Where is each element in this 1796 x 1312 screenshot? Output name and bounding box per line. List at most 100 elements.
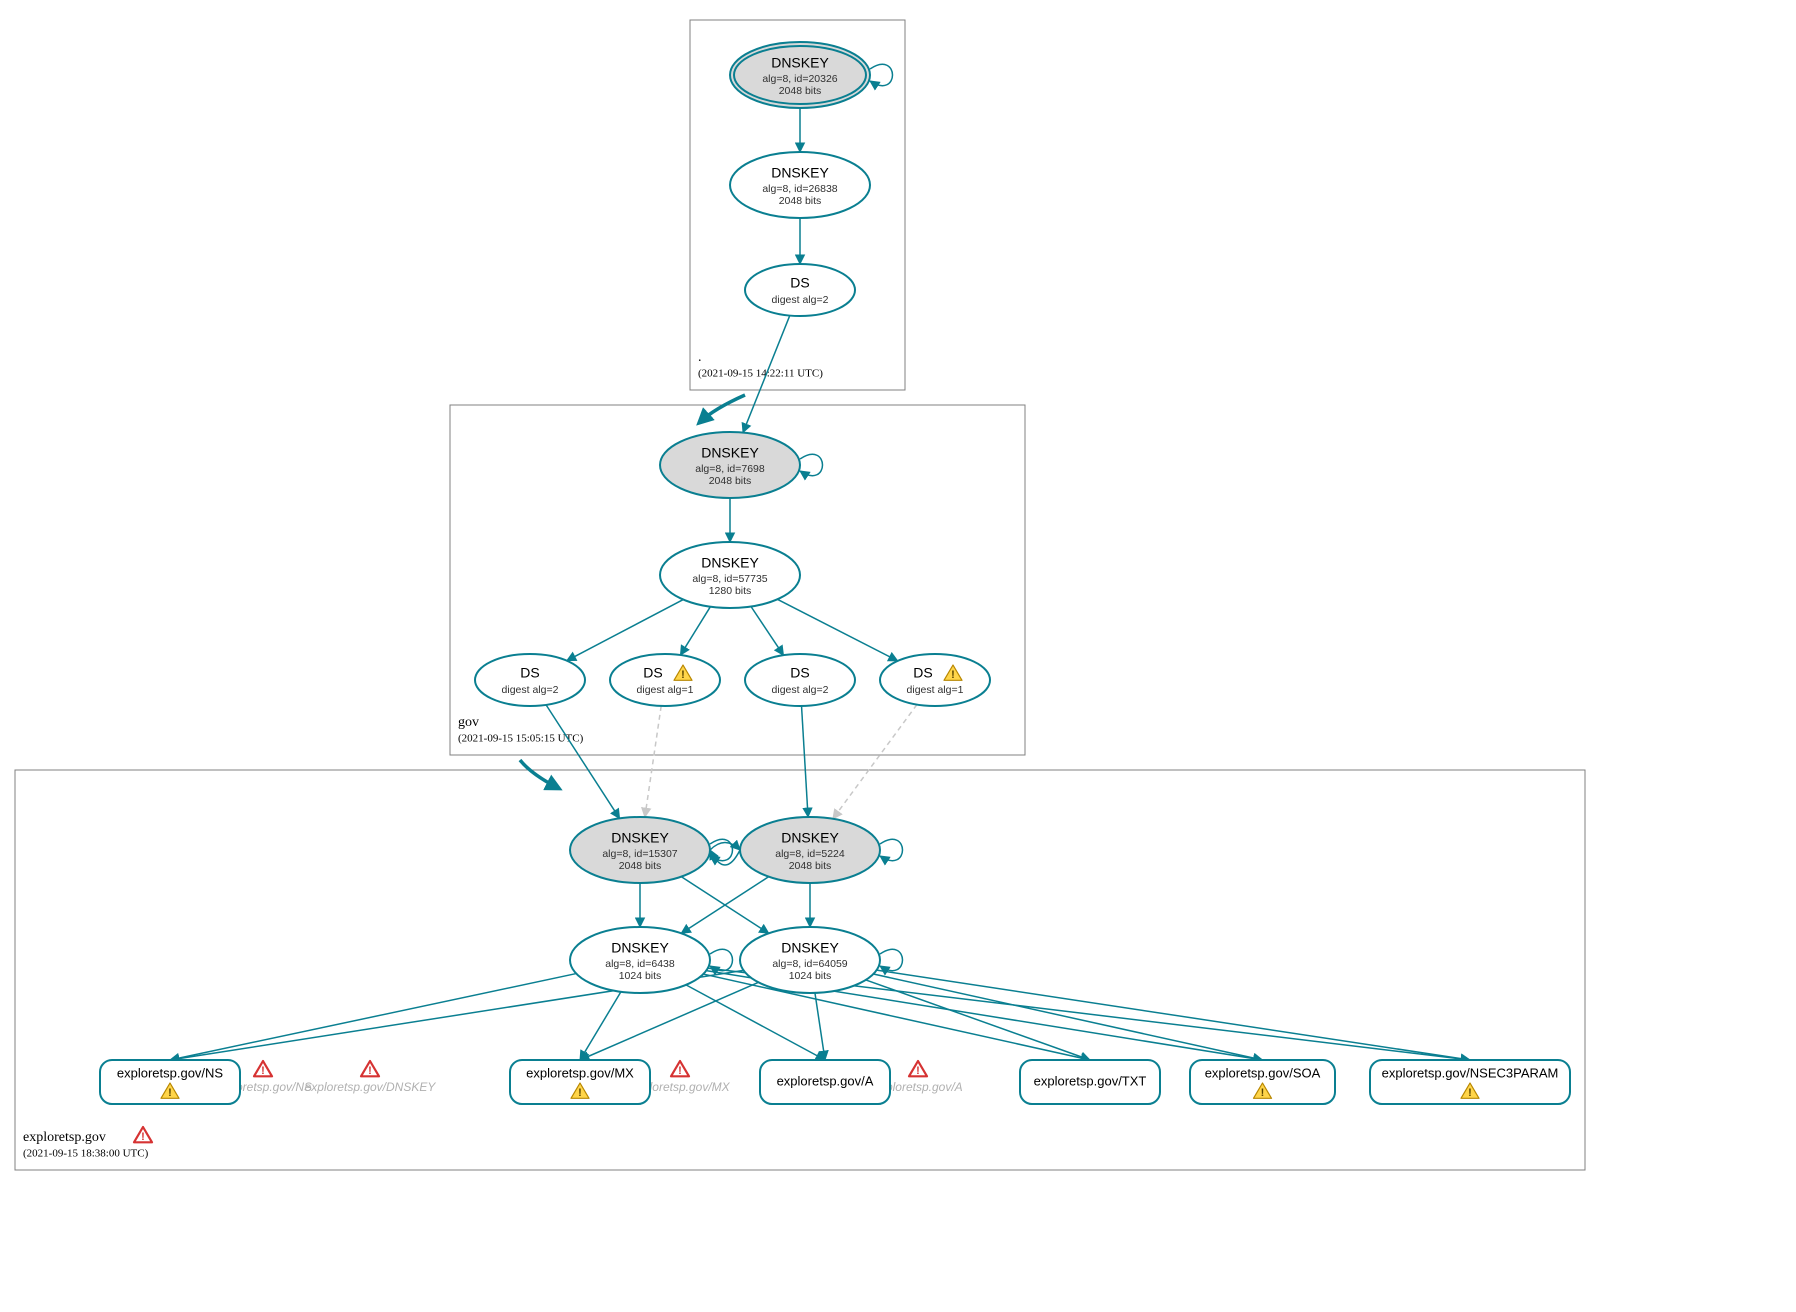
svg-text:DNSKEY: DNSKEY — [781, 830, 839, 846]
svg-text:DNSKEY: DNSKEY — [701, 445, 759, 461]
svg-text:DS: DS — [913, 665, 932, 681]
node-root_ds: DS digest alg=2 — [745, 264, 855, 316]
svg-text:digest alg=2: digest alg=2 — [772, 294, 829, 306]
node-gov_zsk: DNSKEYalg=8, id=577351280 bits — [660, 542, 800, 608]
svg-text:DNSKEY: DNSKEY — [611, 940, 669, 956]
svg-text:exploretsp.gov/NSEC3PARAM: exploretsp.gov/NSEC3PARAM — [1382, 1065, 1559, 1080]
svg-text:!: ! — [168, 1087, 172, 1099]
svg-text:!: ! — [681, 669, 685, 681]
node-gov_ds4: DS digest alg=1! — [880, 654, 990, 706]
svg-text:!: ! — [261, 1065, 265, 1077]
node-gov_ds1: DS digest alg=2 — [475, 654, 585, 706]
zone-delegation-arrow — [520, 760, 558, 788]
svg-text:DS: DS — [790, 665, 809, 681]
svg-text:DNSKEY: DNSKEY — [781, 940, 839, 956]
svg-text:!: ! — [951, 669, 955, 681]
node-etsp_zsk1: DNSKEY alg=8, id=64381024 bits — [570, 927, 733, 993]
svg-text:!: ! — [141, 1131, 145, 1143]
rrnode-rr_soa: exploretsp.gov/SOA! — [1190, 1060, 1335, 1104]
svg-text:2048 bits: 2048 bits — [779, 195, 822, 207]
svg-text:exploretsp.gov/MX: exploretsp.gov/MX — [526, 1065, 634, 1080]
svg-text:exploretsp.gov/SOA: exploretsp.gov/SOA — [1205, 1065, 1321, 1080]
svg-text:1280 bits: 1280 bits — [709, 585, 752, 597]
svg-text:!: ! — [678, 1065, 682, 1077]
node-etsp_zsk2: DNSKEY alg=8, id=640591024 bits — [740, 927, 903, 993]
svg-text:DS: DS — [643, 665, 662, 681]
node-root_ksk: DNSKEY alg=8, id=203262048 bits — [730, 42, 893, 108]
svg-text:alg=8, id=64059: alg=8, id=64059 — [772, 958, 847, 970]
edge-etsp_zsk2-rr_a — [815, 993, 825, 1060]
edge-etsp_zsk2-rr_soa — [873, 974, 1262, 1060]
svg-text:exploretsp.gov/TXT: exploretsp.gov/TXT — [1034, 1073, 1147, 1088]
svg-text:alg=8, id=20326: alg=8, id=20326 — [762, 73, 837, 85]
edge-gov_zsk-gov_ds2 — [680, 607, 710, 655]
svg-text:alg=8, id=7698: alg=8, id=7698 — [695, 463, 765, 475]
svg-text:DS: DS — [790, 275, 809, 291]
svg-text:1024 bits: 1024 bits — [619, 970, 662, 982]
error-icon: ! — [254, 1061, 272, 1077]
svg-text:!: ! — [368, 1065, 372, 1077]
node-etsp_ksk2: DNSKEY alg=8, id=52242048 bits — [740, 817, 903, 883]
svg-text:2048 bits: 2048 bits — [709, 475, 752, 487]
svg-text:!: ! — [1261, 1087, 1265, 1099]
node-gov_ksk: DNSKEY alg=8, id=76982048 bits — [660, 432, 823, 498]
svg-text:exploretsp.gov/DNSKEY: exploretsp.gov/DNSKEY — [305, 1080, 437, 1094]
edge-gov_ds1-etsp_ksk1 — [546, 705, 619, 819]
edge-etsp_zsk1-rr_txt — [703, 974, 1090, 1060]
error-icon: ! — [909, 1061, 927, 1077]
svg-text:.: . — [698, 350, 702, 365]
svg-text:DS: DS — [520, 665, 539, 681]
edge-gov_ds4-etsp_ksk2 — [833, 705, 917, 819]
rrnode-rr_txt: exploretsp.gov/TXT — [1020, 1060, 1160, 1104]
svg-text:!: ! — [578, 1087, 582, 1099]
svg-text:1024 bits: 1024 bits — [789, 970, 832, 982]
svg-text:alg=8, id=57735: alg=8, id=57735 — [692, 573, 767, 585]
error-icon: ! — [134, 1127, 152, 1143]
node-etsp_ksk1: DNSKEY alg=8, id=153072048 bits — [570, 817, 733, 883]
svg-text:alg=8, id=26838: alg=8, id=26838 — [762, 183, 837, 195]
zone-delegation-arrow — [700, 395, 745, 422]
rrnode-rr_ns: exploretsp.gov/NS! — [100, 1060, 240, 1104]
edge-etsp_zsk2-rr_mx — [580, 982, 759, 1060]
edge-gov_ds2-etsp_ksk1 — [645, 706, 661, 817]
node-root_zsk: DNSKEY alg=8, id=268382048 bits — [730, 152, 870, 218]
edge-etsp_ksk1-etsp_ksk2 — [710, 843, 740, 851]
svg-text:(2021-09-15 14:22:11 UTC): (2021-09-15 14:22:11 UTC) — [698, 368, 823, 380]
error-icon: ! — [361, 1061, 379, 1077]
svg-text:DNSKEY: DNSKEY — [611, 830, 669, 846]
svg-text:digest alg=1: digest alg=1 — [637, 684, 694, 696]
edge-gov_zsk-gov_ds4 — [777, 599, 897, 661]
svg-text:2048 bits: 2048 bits — [789, 860, 832, 872]
nodes-layer: DNSKEYalg=8, id=203262048 bitsDNSKEYalg=… — [475, 42, 990, 993]
svg-text:exploretsp.gov: exploretsp.gov — [23, 1130, 106, 1145]
edge-etsp_zsk1-rr_mx — [580, 992, 621, 1060]
svg-text:2048 bits: 2048 bits — [619, 860, 662, 872]
edge-etsp_ksk2-etsp_ksk1 — [710, 850, 740, 865]
node-gov_ds3: DS digest alg=2 — [745, 654, 855, 706]
svg-text:!: ! — [1468, 1087, 1472, 1099]
svg-text:digest alg=2: digest alg=2 — [502, 684, 559, 696]
edges-layer — [170, 108, 1470, 1060]
svg-text:gov: gov — [458, 715, 479, 730]
svg-text:digest alg=2: digest alg=2 — [772, 684, 829, 696]
edge-gov_zsk-gov_ds3 — [751, 606, 783, 655]
rrnode-rr_mx: exploretsp.gov/MX! — [510, 1060, 650, 1104]
rrnode-rr_a: exploretsp.gov/A — [760, 1060, 890, 1104]
rrnode-rr_nsec3param: exploretsp.gov/NSEC3PARAM! — [1370, 1060, 1570, 1104]
svg-text:exploretsp.gov/A: exploretsp.gov/A — [777, 1073, 874, 1088]
svg-text:alg=8, id=6438: alg=8, id=6438 — [605, 958, 675, 970]
error-icon: ! — [671, 1061, 689, 1077]
svg-text:!: ! — [916, 1065, 920, 1077]
svg-text:(2021-09-15 18:38:00 UTC): (2021-09-15 18:38:00 UTC) — [23, 1148, 149, 1160]
svg-text:alg=8, id=15307: alg=8, id=15307 — [602, 848, 677, 860]
ghost-gh_dnskey: ! exploretsp.gov/DNSKEY — [305, 1061, 437, 1094]
svg-text:alg=8, id=5224: alg=8, id=5224 — [775, 848, 845, 860]
svg-text:DNSKEY: DNSKEY — [771, 55, 829, 71]
node-gov_ds2: DS digest alg=1! — [610, 654, 720, 706]
svg-text:DNSKEY: DNSKEY — [771, 165, 829, 181]
svg-text:2048 bits: 2048 bits — [779, 85, 822, 97]
edge-gov_zsk-gov_ds1 — [567, 600, 683, 661]
edge-etsp_zsk1-rr_ns — [170, 974, 576, 1060]
edge-gov_ds3-etsp_ksk2 — [802, 706, 809, 817]
svg-text:digest alg=1: digest alg=1 — [907, 684, 964, 696]
